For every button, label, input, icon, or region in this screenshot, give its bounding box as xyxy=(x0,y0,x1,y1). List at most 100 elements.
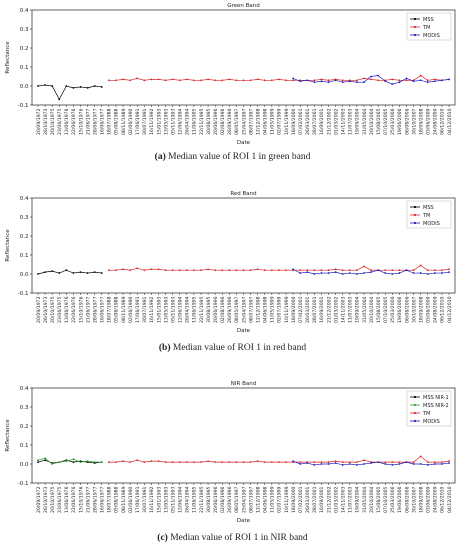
x-tick-label: 02/06/1990 xyxy=(128,108,134,135)
data-point xyxy=(299,80,302,83)
data-point xyxy=(412,269,415,272)
data-point xyxy=(433,463,436,465)
data-point xyxy=(207,268,209,271)
y-tick-label: -0.1 xyxy=(18,481,29,487)
chart-title: Green Band xyxy=(227,3,260,9)
legend-label: TM xyxy=(422,411,430,417)
x-tick-label: 28/07/2001 xyxy=(312,486,318,513)
y-tick-label: 0.1 xyxy=(20,443,29,449)
x-tick-label: 16/11/1992 xyxy=(149,296,155,323)
data-point xyxy=(441,79,443,82)
data-point xyxy=(44,459,46,462)
data-point xyxy=(122,460,124,463)
x-tick-label: 28/06/1977 xyxy=(92,296,98,323)
x-tick-label: 18/07/1988 xyxy=(107,296,113,323)
plot-frame xyxy=(31,387,456,484)
data-point xyxy=(100,272,103,274)
legend-label: MODIS xyxy=(423,419,440,425)
data-point xyxy=(164,461,167,463)
data-point xyxy=(398,461,401,463)
data-point xyxy=(157,78,160,81)
data-point xyxy=(79,461,82,463)
x-tick-label: 26/10/1973 xyxy=(43,108,49,135)
data-point xyxy=(448,268,450,271)
x-tick-label: 11/06/1995 xyxy=(192,108,198,135)
x-tick-label: 30/07/1991 xyxy=(142,108,148,135)
data-point xyxy=(398,269,401,272)
data-point xyxy=(320,78,323,81)
x-tick-label: 26/09/1996 xyxy=(227,108,233,135)
data-point xyxy=(419,455,422,458)
x-tick-label: 05/08/1988 xyxy=(114,296,120,323)
data-point xyxy=(348,463,351,465)
data-point xyxy=(355,464,358,466)
x-tick-label: 28/06/1977 xyxy=(92,486,98,513)
data-point xyxy=(433,269,436,272)
x-tick-label: 15/08/2005 xyxy=(376,108,382,135)
y-tick-label: 0.2 xyxy=(20,424,29,430)
x-tick-label: 22/11/1995 xyxy=(199,296,205,323)
data-point xyxy=(412,272,415,274)
x-tick-label: 26/10/1973 xyxy=(43,296,49,323)
data-point xyxy=(355,79,358,82)
x-tick-label: 10/11/1999 xyxy=(284,296,290,323)
x-tick-label: 20/09/1972 xyxy=(36,296,42,323)
x-tick-label: 30/08/1995 xyxy=(206,486,212,513)
y-tick-label: 0.1 xyxy=(20,253,29,259)
x-tick-label: 11/05/1999 xyxy=(270,296,276,323)
data-point xyxy=(72,272,75,274)
x-tick-label: 10/11/1999 xyxy=(284,486,290,513)
caption-text: Median value of ROI 1 in NIR band xyxy=(170,533,308,543)
data-point xyxy=(292,268,295,271)
x-tick-label: 18/09/2000 xyxy=(291,108,297,135)
x-tick-label: 20/10/2004 xyxy=(369,296,375,323)
legend-label: MODIS xyxy=(423,33,440,39)
data-point xyxy=(327,463,330,465)
data-point xyxy=(171,461,174,463)
x-tick-label: 11/07/2003 xyxy=(348,296,354,323)
y-tick-label: 0.4 xyxy=(20,196,29,202)
data-point xyxy=(192,461,195,463)
data-point xyxy=(370,269,372,272)
chart-title: NIR Band xyxy=(231,381,256,387)
data-point xyxy=(192,269,195,272)
x-tick-label: 16/09/2001 xyxy=(319,108,325,135)
x-tick-label: 14/11/2003 xyxy=(341,108,347,135)
x-axis-label: Date xyxy=(237,328,251,334)
data-point xyxy=(412,463,415,465)
x-tick-label: 31/05/2004 xyxy=(362,486,368,513)
data-point xyxy=(164,79,167,82)
data-point xyxy=(299,272,302,274)
x-tick-label: 07/02/2001 xyxy=(298,486,304,513)
data-point xyxy=(207,78,209,81)
x-tick-label: 20/10/1975 xyxy=(50,296,56,323)
x-tick-label: 26/09/1996 xyxy=(227,296,233,323)
y-axis-label: Reflectance xyxy=(5,41,11,74)
data-point xyxy=(214,79,217,82)
x-tick-label: 06/08/2006 xyxy=(404,486,410,513)
data-point xyxy=(178,461,181,463)
x-tick-label: 16/09/2001 xyxy=(319,296,325,323)
data-point xyxy=(270,79,273,82)
legend-label: TM xyxy=(422,25,430,31)
x-tick-label: 25/03/2006 xyxy=(390,108,396,135)
x-axis-label: Date xyxy=(237,140,251,146)
x-tick-label: 21/06/1977 xyxy=(85,296,91,323)
data-point xyxy=(65,269,68,272)
data-point xyxy=(384,80,387,83)
data-point xyxy=(115,461,117,463)
data-point xyxy=(221,269,224,272)
data-point xyxy=(363,459,365,462)
data-point xyxy=(44,84,46,86)
data-point xyxy=(334,271,337,273)
data-point xyxy=(249,461,252,463)
data-point xyxy=(200,79,202,82)
x-tick-label: 18/07/1988 xyxy=(107,108,113,135)
x-tick-label: 06/12/2010 xyxy=(440,296,446,323)
data-point xyxy=(384,269,387,272)
caption-green: (a) Median value of ROI 1 in green band xyxy=(0,152,465,162)
legend-marker xyxy=(413,33,417,37)
data-point xyxy=(370,78,372,81)
x-tick-label: 30/10/2007 xyxy=(411,486,417,513)
x-tick-label: 15/01/1993 xyxy=(156,486,162,513)
